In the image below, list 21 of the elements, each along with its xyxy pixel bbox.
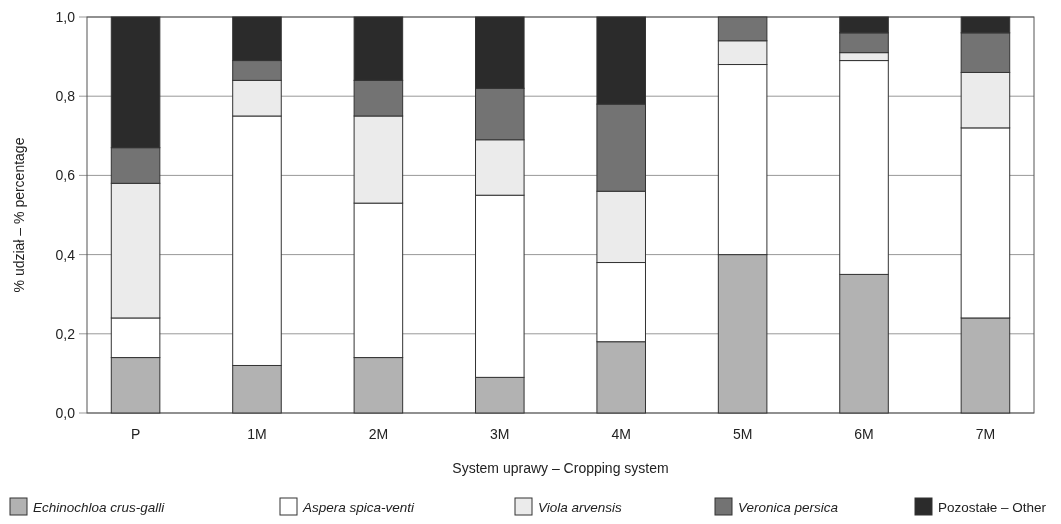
x-tick-label: 4M: [611, 426, 631, 442]
legend-label: Veronica persica: [738, 500, 839, 515]
legend-label: Pozostałe – Other: [938, 500, 1047, 515]
legend-label: Viola arvensis: [538, 500, 623, 515]
x-tick-label: 1M: [247, 426, 267, 442]
y-tick-label: 0,0: [55, 404, 76, 421]
x-tick-label: 3M: [490, 426, 510, 442]
y-tick-label: 1,0: [55, 8, 76, 25]
legend-label: Aspera spica-venti: [302, 500, 416, 515]
legend-label: Echinochloa crus-galli: [33, 500, 166, 515]
y-tick-label: 0,8: [55, 88, 76, 105]
y-tick-label: 0,6: [55, 167, 76, 184]
x-tick-label: 5M: [732, 426, 753, 442]
x-tick-label: 7M: [975, 426, 996, 442]
x-tick-label: 2M: [368, 426, 389, 442]
x-axis-title: System uprawy – Cropping system: [452, 460, 669, 476]
y-tick-label: 0,2: [55, 325, 76, 342]
x-tick-label: 6M: [854, 426, 874, 442]
y-tick-label: 0,4: [55, 246, 76, 263]
y-axis-title: % udział – % percentage: [11, 137, 27, 293]
x-tick-label: P: [130, 426, 141, 442]
